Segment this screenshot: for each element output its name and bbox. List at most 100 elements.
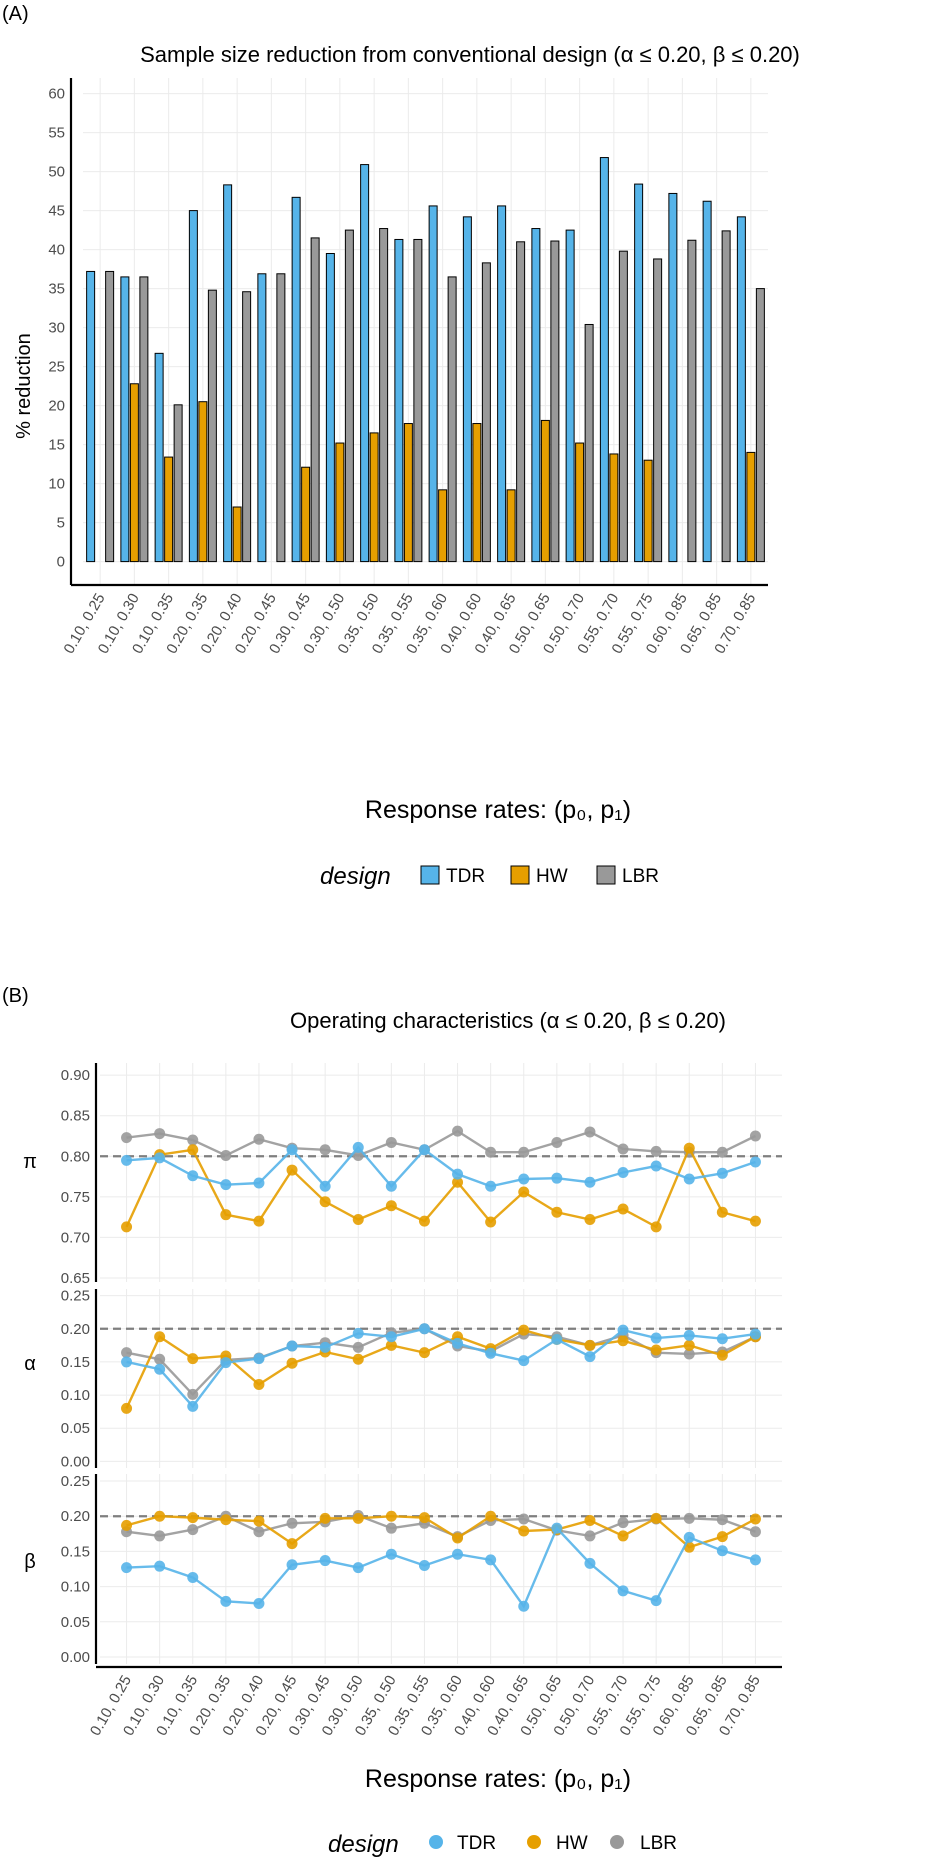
point-beta-hw-16 <box>650 1512 662 1524</box>
point-pi-lbr-13 <box>551 1136 563 1148</box>
point-beta-hw-7 <box>352 1512 364 1524</box>
bar-tdr-12 <box>497 205 507 563</box>
facet-y-tick-label: 0.80 <box>61 1148 90 1165</box>
point-beta-tdr-13 <box>551 1522 563 1534</box>
point-pi-tdr-9 <box>418 1144 430 1156</box>
legend-b-label-lbr: LBR <box>640 1833 677 1854</box>
facet-y-tick-label: 0.25 <box>61 1473 90 1490</box>
point-alpha-hw-2 <box>187 1353 199 1365</box>
bar-lbr-17 <box>687 239 697 563</box>
bar-hw-2 <box>164 456 174 563</box>
point-beta-hw-5 <box>286 1538 298 1550</box>
point-alpha-tdr-7 <box>352 1327 364 1339</box>
bar-lbr-12 <box>516 241 526 563</box>
point-pi-lbr-4 <box>253 1133 265 1145</box>
bar-lbr-0 <box>105 270 115 563</box>
facet-y-tick-label: 0.15 <box>61 1543 90 1560</box>
point-pi-tdr-7 <box>352 1141 364 1153</box>
facet-alpha: 0.00 0.05 0.10 0.15 0.20 0.25 <box>61 1288 782 1470</box>
point-alpha-hw-8 <box>385 1339 397 1351</box>
point-pi-lbr-0 <box>121 1132 133 1144</box>
point-pi-tdr-19 <box>749 1156 761 1168</box>
point-pi-lbr-14 <box>584 1126 596 1138</box>
point-alpha-hw-9 <box>418 1347 430 1359</box>
bar-tdr-8 <box>360 164 370 563</box>
point-alpha-tdr-0 <box>121 1356 133 1368</box>
point-alpha-lbr-7 <box>352 1341 364 1353</box>
point-alpha-tdr-15 <box>617 1324 629 1336</box>
bar-hw-6 <box>301 466 311 563</box>
point-beta-tdr-2 <box>187 1571 199 1583</box>
point-alpha-hw-18 <box>716 1349 728 1361</box>
facet-pi-y-axis-title: π <box>23 1151 37 1173</box>
point-beta-lbr-15 <box>617 1517 629 1529</box>
point-beta-hw-0 <box>121 1519 133 1531</box>
line-beta-tdr <box>126 1526 756 1609</box>
point-pi-tdr-17 <box>683 1173 695 1185</box>
bar-tdr-4 <box>223 184 233 563</box>
panel-a-y-tick-label: 0 <box>57 554 65 571</box>
panel-a-label: (A) <box>2 3 29 25</box>
facet-beta: 0.00 0.05 0.10 0.15 0.20 0.25 <box>61 1473 782 1666</box>
panel-a-y-tick-label: 50 <box>48 164 65 181</box>
facet-y-tick-label: 0.20 <box>61 1321 90 1338</box>
bar-lbr-13 <box>550 240 560 563</box>
point-beta-tdr-4 <box>253 1597 265 1609</box>
bar-hw-9 <box>403 423 413 563</box>
point-beta-tdr-12 <box>518 1600 530 1612</box>
legend-a-label-hw: HW <box>536 866 568 887</box>
point-alpha-hw-15 <box>617 1335 629 1347</box>
point-pi-hw-4 <box>253 1215 265 1227</box>
panel-b-x-axis-title: Response rates: (p₀, p₁) <box>365 1765 631 1793</box>
bar-tdr-0 <box>86 270 96 563</box>
panel-b-plot: 0.65 0.70 0.75 0.80 0.85 0.90 0.00 0.05 0.10 0.15… <box>61 1063 782 1739</box>
point-pi-tdr-1 <box>154 1152 166 1164</box>
bar-lbr-5 <box>276 273 286 563</box>
point-alpha-tdr-4 <box>253 1353 265 1365</box>
point-beta-hw-18 <box>716 1531 728 1543</box>
facet-y-tick-label: 0.05 <box>61 1614 90 1631</box>
point-pi-tdr-11 <box>485 1180 497 1192</box>
facet-y-tick-label: 0.70 <box>61 1229 90 1246</box>
legend-a-title: design <box>320 863 391 890</box>
point-pi-hw-17 <box>683 1142 695 1154</box>
bar-tdr-6 <box>291 196 301 563</box>
bar-lbr-6 <box>310 237 320 563</box>
point-beta-lbr-19 <box>749 1526 761 1538</box>
point-alpha-tdr-2 <box>187 1400 199 1412</box>
bar-tdr-13 <box>531 228 541 563</box>
point-pi-hw-0 <box>121 1221 133 1233</box>
point-pi-lbr-6 <box>319 1144 331 1156</box>
panel-a-y-tick-label: 5 <box>57 515 65 532</box>
point-pi-tdr-12 <box>518 1173 530 1185</box>
point-beta-lbr-14 <box>584 1530 596 1542</box>
point-beta-tdr-7 <box>352 1562 364 1574</box>
point-pi-hw-11 <box>485 1216 497 1228</box>
panel-a-title: Sample size reduction from conventional … <box>140 42 800 67</box>
point-alpha-hw-0 <box>121 1402 133 1414</box>
panel-b-label: (B) <box>2 985 29 1007</box>
point-pi-tdr-4 <box>253 1177 265 1189</box>
point-beta-hw-10 <box>452 1532 464 1544</box>
point-alpha-tdr-10 <box>452 1337 464 1349</box>
point-pi-tdr-13 <box>551 1172 563 1184</box>
point-beta-hw-12 <box>518 1525 530 1537</box>
facet-y-tick-label: 0.15 <box>61 1354 90 1371</box>
point-pi-hw-8 <box>385 1200 397 1212</box>
bar-hw-13 <box>540 419 550 563</box>
facet-y-tick-label: 0.20 <box>61 1508 90 1525</box>
point-pi-tdr-18 <box>716 1167 728 1179</box>
facet-y-tick-label: 0.85 <box>61 1108 90 1125</box>
point-beta-lbr-12 <box>518 1513 530 1525</box>
bar-lbr-11 <box>481 262 491 563</box>
point-beta-hw-4 <box>253 1515 265 1527</box>
bar-lbr-14 <box>584 323 594 563</box>
line-alpha-tdr <box>126 1327 756 1409</box>
bar-lbr-4 <box>242 291 252 563</box>
point-beta-lbr-1 <box>154 1530 166 1542</box>
point-pi-hw-2 <box>187 1144 199 1156</box>
point-alpha-tdr-17 <box>683 1329 695 1341</box>
point-beta-lbr-17 <box>683 1512 695 1524</box>
point-beta-hw-14 <box>584 1514 596 1526</box>
facet-alpha-y-axis-title: α <box>24 1353 36 1375</box>
